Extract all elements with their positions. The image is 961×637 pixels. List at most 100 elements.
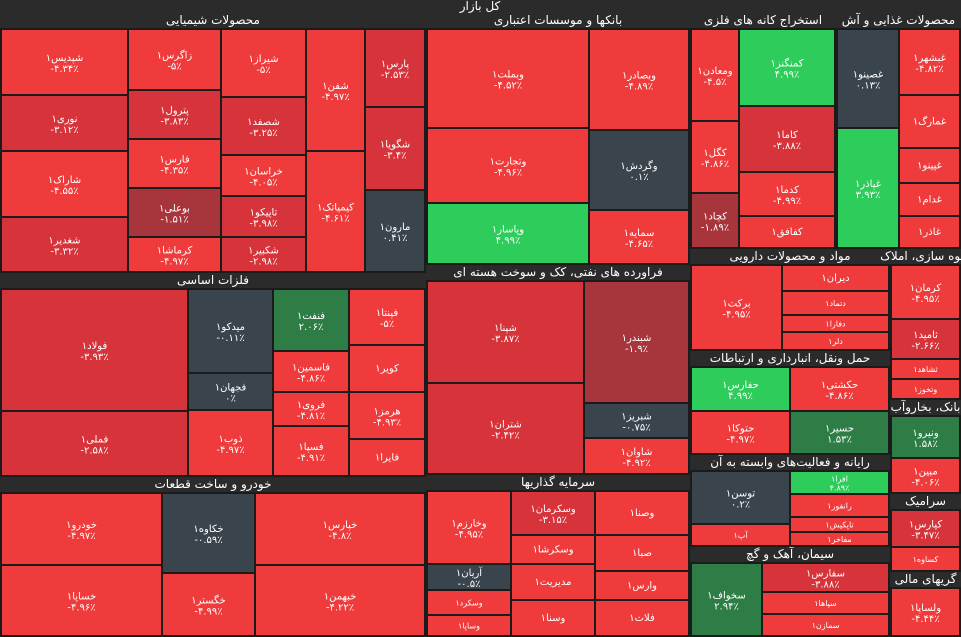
stock-tile[interactable] [595, 491, 689, 535]
stock-tile[interactable] [255, 565, 425, 636]
stock-tile[interactable] [511, 600, 595, 636]
stock-tile[interactable] [595, 571, 689, 600]
stock-tile[interactable] [162, 573, 255, 636]
stock-tile[interactable] [790, 367, 889, 411]
stock-tile[interactable] [891, 265, 960, 319]
stock-tile[interactable] [790, 471, 889, 494]
stock-tile[interactable] [128, 139, 221, 188]
stock-tile[interactable] [273, 351, 349, 392]
stock-tile[interactable] [891, 319, 960, 359]
stock-tile[interactable] [1, 29, 128, 95]
stock-tile[interactable] [427, 491, 511, 564]
stock-tile[interactable] [273, 289, 349, 351]
stock-tile[interactable] [221, 29, 306, 97]
stock-tile[interactable] [762, 614, 889, 636]
stock-tile[interactable] [128, 237, 221, 272]
stock-tile[interactable] [782, 315, 889, 332]
stock-tile[interactable] [1, 411, 188, 476]
stock-tile[interactable] [899, 183, 960, 216]
stock-tile[interactable] [899, 216, 960, 248]
stock-tile[interactable] [691, 563, 762, 636]
stock-tile[interactable] [589, 29, 689, 130]
stock-tile[interactable] [188, 410, 273, 476]
stock-tile[interactable] [349, 439, 425, 476]
stock-tile[interactable] [790, 532, 889, 546]
stock-tile[interactable] [273, 392, 349, 426]
stock-tile[interactable] [427, 203, 589, 264]
stock-tile[interactable] [221, 97, 306, 155]
stock-tile[interactable] [365, 29, 425, 107]
stock-tile[interactable] [691, 265, 782, 350]
stock-tile[interactable] [221, 196, 306, 237]
stock-tile[interactable] [782, 291, 889, 315]
stock-tile[interactable] [691, 121, 739, 193]
stock-tile[interactable] [427, 590, 511, 615]
stock-tile[interactable] [188, 373, 273, 410]
stock-tile[interactable] [739, 106, 835, 172]
stock-tile[interactable] [273, 426, 349, 476]
stock-tile[interactable] [427, 615, 511, 636]
stock-tile[interactable] [584, 438, 689, 474]
stock-tile[interactable] [891, 359, 960, 379]
stock-tile[interactable] [511, 491, 595, 535]
stock-tile[interactable] [1, 151, 128, 217]
stock-tile[interactable] [365, 107, 425, 190]
stock-tile[interactable] [837, 29, 899, 128]
stock-tile[interactable] [584, 281, 689, 403]
stock-tile[interactable] [595, 600, 689, 636]
stock-tile[interactable] [1, 565, 162, 636]
stock-tile[interactable] [221, 237, 306, 272]
stock-tile[interactable] [891, 588, 960, 636]
stock-tile[interactable] [899, 95, 960, 148]
stock-tile[interactable] [790, 517, 889, 532]
stock-tile[interactable] [1, 289, 188, 411]
stock-tile[interactable] [691, 524, 790, 546]
stock-tile[interactable] [891, 416, 960, 458]
stock-tile[interactable] [427, 564, 511, 590]
stock-tile[interactable] [349, 345, 425, 392]
stock-tile[interactable] [891, 379, 960, 399]
stock-tile[interactable] [1, 493, 162, 565]
stock-tile[interactable] [739, 216, 835, 248]
stock-tile[interactable] [1, 95, 128, 151]
stock-tile[interactable] [128, 188, 221, 237]
stock-tile[interactable] [306, 29, 365, 151]
stock-tile[interactable] [589, 210, 689, 264]
stock-tile[interactable] [188, 289, 273, 373]
stock-tile[interactable] [595, 535, 689, 571]
stock-tile[interactable] [128, 29, 221, 90]
stock-tile[interactable] [255, 493, 425, 565]
stock-tile[interactable] [349, 392, 425, 439]
stock-tile[interactable] [762, 563, 889, 592]
stock-tile[interactable] [365, 190, 425, 272]
stock-tile[interactable] [427, 383, 584, 474]
stock-tile[interactable] [221, 155, 306, 196]
stock-tile[interactable] [589, 130, 689, 210]
stock-tile[interactable] [511, 564, 595, 600]
stock-tile[interactable] [306, 151, 365, 272]
stock-tile[interactable] [691, 411, 790, 454]
stock-tile[interactable] [427, 128, 589, 203]
stock-tile[interactable] [691, 367, 790, 411]
stock-tile[interactable] [427, 29, 589, 128]
stock-tile[interactable] [891, 458, 960, 493]
stock-tile[interactable] [891, 547, 960, 571]
stock-tile[interactable] [128, 90, 221, 139]
stock-tile[interactable] [427, 281, 584, 383]
stock-tile[interactable] [739, 29, 835, 106]
stock-tile[interactable] [739, 172, 835, 216]
stock-tile[interactable] [511, 535, 595, 564]
stock-tile[interactable] [782, 332, 889, 350]
stock-tile[interactable] [691, 193, 739, 248]
stock-tile[interactable] [162, 493, 255, 573]
stock-tile[interactable] [584, 403, 689, 438]
stock-tile[interactable] [790, 494, 889, 517]
stock-tile[interactable] [790, 411, 889, 454]
stock-tile[interactable] [899, 148, 960, 183]
stock-tile[interactable] [891, 510, 960, 547]
stock-tile[interactable] [691, 471, 790, 524]
stock-tile[interactable] [691, 29, 739, 121]
stock-tile[interactable] [349, 289, 425, 345]
stock-tile[interactable] [1, 217, 128, 272]
stock-tile[interactable] [899, 29, 960, 95]
